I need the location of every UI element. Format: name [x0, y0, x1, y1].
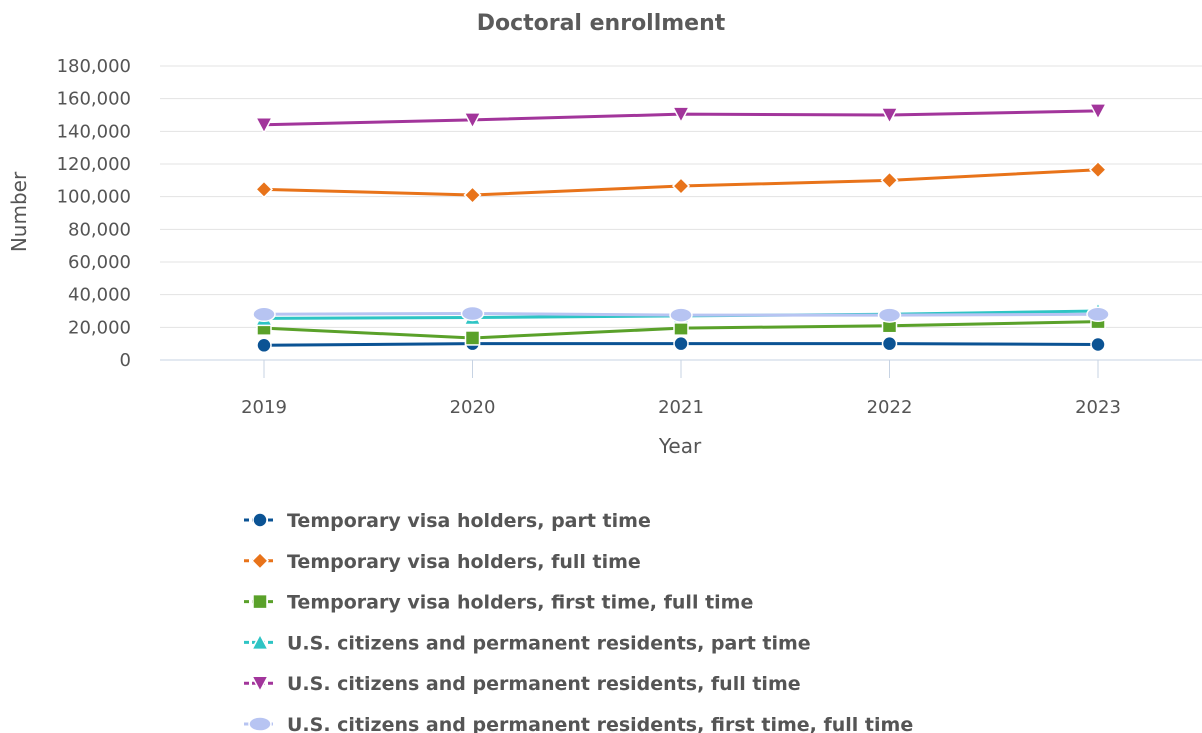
data-point — [463, 112, 482, 130]
legend-symbol — [250, 551, 270, 570]
legend-label: U.S. citizens and permanent residents, p… — [287, 632, 811, 654]
data-point — [460, 305, 485, 322]
data-point — [1088, 103, 1108, 121]
data-point — [1088, 160, 1108, 179]
legend-label: U.S. citizens and permanent residents, f… — [287, 673, 801, 695]
data-point — [252, 306, 276, 323]
series-5 — [254, 103, 1108, 135]
x-axis-title: Year — [658, 434, 702, 458]
data-point — [464, 330, 481, 346]
legend-item[interactable]: U.S. citizens and permanent residents, p… — [244, 632, 811, 654]
legend[interactable]: Temporary visa holders, part time Tempora… — [244, 510, 913, 733]
y-tick-label: 100,000 — [57, 187, 131, 208]
y-tick-label: 140,000 — [57, 121, 131, 142]
legend-symbol — [248, 716, 272, 732]
y-tick-label: 80,000 — [68, 219, 131, 240]
legend-item[interactable]: Temporary visa holders, first time, full… — [244, 592, 753, 614]
legend-label: Temporary visa holders, first time, full… — [287, 592, 753, 614]
y-tick-label: 160,000 — [57, 89, 131, 110]
y-axis-ticks: 0 20,000 40,000 60,000 80,000 100,000 120,000 1… — [57, 56, 131, 371]
data-point — [880, 171, 899, 190]
x-tick-label: 2019 — [241, 397, 287, 418]
data-point — [877, 307, 902, 323]
y-tick-label: 180,000 — [57, 56, 131, 77]
x-tick-label: 2022 — [867, 397, 913, 418]
x-axis-ticks: 2019 2020 2021 2022 2023 — [241, 360, 1121, 418]
data-point — [254, 180, 274, 199]
x-tick-label: 2021 — [658, 397, 704, 418]
y-tick-label: 20,000 — [68, 317, 131, 338]
legend-symbol — [250, 632, 270, 651]
data-point — [254, 117, 274, 135]
data-point — [1086, 306, 1110, 323]
data-point — [671, 176, 691, 196]
legend-label: U.S. citizens and permanent residents, f… — [287, 714, 913, 733]
y-tick-label: 60,000 — [68, 252, 131, 273]
data-point — [671, 106, 691, 124]
x-tick-label: 2023 — [1075, 397, 1121, 418]
series-2 — [254, 160, 1108, 205]
data-point — [669, 307, 693, 323]
legend-item[interactable]: Temporary visa holders, part time — [244, 510, 651, 532]
y-tick-label: 120,000 — [57, 154, 131, 175]
data-point — [881, 335, 898, 352]
legend-symbol — [252, 593, 268, 610]
legend-item[interactable]: U.S. citizens and permanent residents, f… — [244, 673, 801, 695]
legend-item[interactable]: Temporary visa holders, full time — [244, 551, 641, 573]
legend-item[interactable]: U.S. citizens and permanent residents, f… — [244, 714, 913, 733]
legend-label: Temporary visa holders, part time — [287, 510, 651, 532]
data-point — [880, 107, 899, 125]
legend-label: Temporary visa holders, full time — [287, 551, 641, 573]
data-point — [256, 337, 272, 354]
series-6 — [252, 305, 1110, 323]
series-1 — [256, 335, 1106, 354]
y-tick-label: 0 — [120, 350, 131, 371]
legend-symbol — [250, 675, 270, 693]
data-point — [463, 185, 482, 205]
y-axis-title: Number — [7, 171, 31, 252]
legend-symbol — [252, 512, 268, 528]
data-point — [673, 335, 689, 352]
chart-title: Doctoral enrollment — [477, 11, 726, 36]
gridlines — [160, 65, 1202, 328]
y-tick-label: 40,000 — [68, 285, 131, 306]
data-point — [1090, 336, 1106, 353]
series-layer — [252, 103, 1110, 354]
x-tick-label: 2020 — [450, 397, 496, 418]
